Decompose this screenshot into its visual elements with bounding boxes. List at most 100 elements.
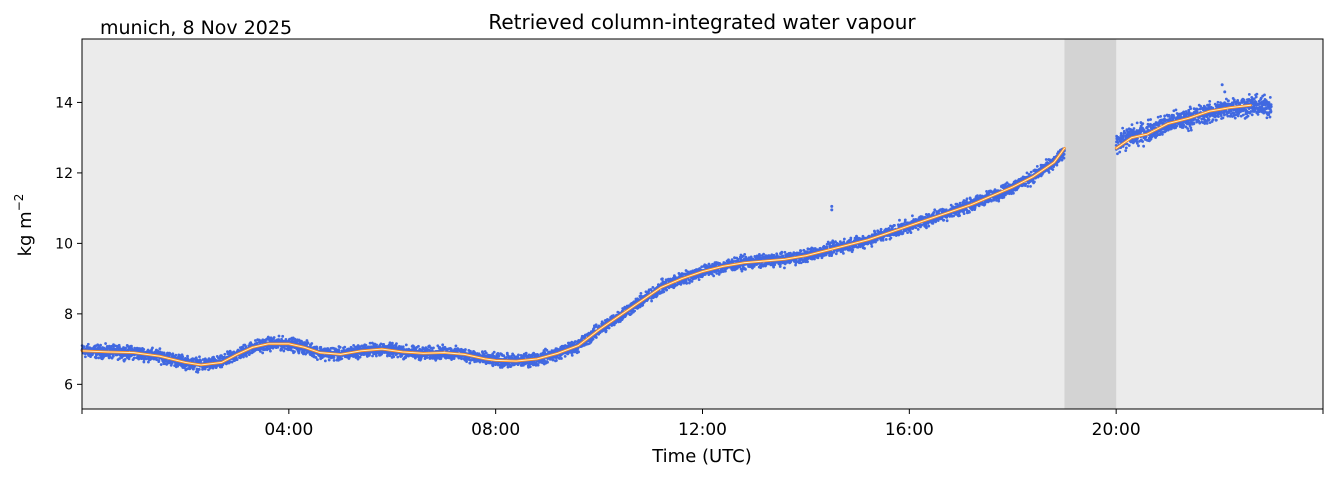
data-point (546, 360, 549, 364)
data-point (744, 267, 747, 271)
data-point (269, 336, 273, 340)
data-point (799, 249, 803, 253)
data-point (454, 344, 458, 348)
data-point (178, 353, 182, 357)
data-point (147, 360, 150, 364)
data-point (319, 345, 323, 349)
data-point (99, 343, 102, 347)
data-point (392, 355, 396, 359)
data-point (417, 344, 420, 348)
data-point (288, 337, 292, 341)
data-point (97, 356, 101, 360)
data-point (142, 348, 146, 351)
data-point (235, 358, 239, 362)
data-point (280, 347, 284, 351)
data-point (524, 351, 528, 355)
data-point (269, 349, 272, 353)
data-point (528, 365, 532, 369)
data-point (293, 350, 296, 354)
data-point (633, 309, 637, 313)
data-point (743, 253, 747, 256)
data-point (130, 344, 133, 348)
data-point (772, 265, 775, 269)
data-point (203, 367, 207, 371)
data-point (186, 354, 189, 358)
data-point (196, 370, 200, 374)
data-point (825, 245, 829, 249)
data-point (842, 251, 845, 255)
data-point (86, 342, 90, 346)
data-point (563, 354, 567, 358)
data-point (851, 248, 855, 252)
data-point (110, 344, 113, 348)
data-point (460, 357, 463, 361)
data-point (697, 278, 701, 282)
data-point (192, 367, 195, 371)
data-point (220, 365, 224, 369)
data-point (253, 339, 257, 342)
data-point (332, 358, 336, 362)
data-point (715, 272, 719, 275)
data-point (228, 360, 232, 364)
data-point (591, 337, 595, 341)
data-point (157, 358, 161, 362)
data-point (401, 345, 405, 349)
data-point (118, 345, 121, 349)
data-point (834, 252, 838, 256)
data-point (277, 338, 281, 341)
data-point (337, 349, 341, 353)
data-point (650, 299, 653, 303)
data-point (174, 353, 178, 357)
data-point (849, 236, 853, 240)
data-point (94, 356, 98, 360)
data-point (282, 349, 286, 353)
data-point (323, 359, 327, 363)
data-point (560, 357, 563, 360)
data-point (283, 347, 287, 350)
data-point (358, 355, 362, 359)
data-point (780, 250, 784, 254)
data-point (607, 326, 611, 330)
data-point (724, 269, 727, 273)
data-point (517, 353, 520, 357)
data-point (870, 244, 874, 248)
data-point (132, 356, 136, 360)
data-point (866, 242, 870, 245)
data-point (230, 360, 234, 364)
data-point (884, 238, 888, 241)
data-point (736, 257, 740, 261)
data-point (272, 336, 276, 339)
data-point (665, 288, 669, 292)
data-point (284, 337, 288, 341)
data-point (639, 291, 643, 295)
data-point (661, 277, 664, 281)
data-point (223, 352, 227, 356)
data-point (124, 346, 128, 350)
data-point (506, 365, 510, 369)
data-point (577, 350, 580, 354)
data-point (127, 357, 131, 361)
data-point (316, 358, 319, 361)
data-point (441, 343, 445, 347)
data-point (375, 343, 378, 347)
data-point (151, 346, 154, 350)
data-point (464, 348, 467, 351)
data-point (228, 349, 232, 353)
data-point (594, 323, 598, 327)
data-point (156, 349, 160, 353)
data-point (332, 356, 336, 359)
data-point (685, 282, 689, 285)
data-point (197, 367, 201, 371)
data-point (624, 314, 628, 317)
data-point (712, 274, 716, 278)
data-point (468, 361, 472, 365)
data-point (258, 349, 262, 353)
data-point (492, 350, 496, 354)
data-point (863, 246, 866, 250)
data-point (783, 266, 786, 270)
data-point (211, 366, 215, 370)
data-point (199, 359, 203, 363)
data-point (159, 363, 163, 366)
data-point (396, 355, 400, 359)
